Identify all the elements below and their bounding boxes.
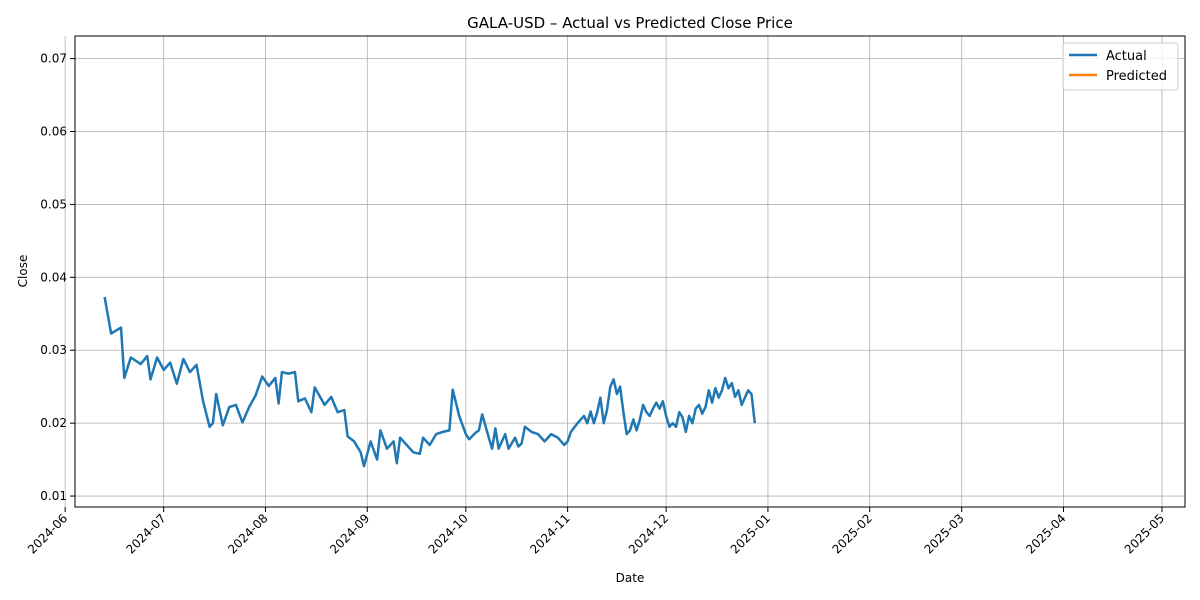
y-tick-label: 0.04 xyxy=(40,270,67,284)
x-axis-label: Date xyxy=(616,571,645,585)
series-layer xyxy=(103,296,757,468)
y-tick-label: 0.05 xyxy=(40,197,67,211)
y-axis: 0.01 0.02 0.03 0.04 0.05 0.06 0.07 xyxy=(40,52,75,503)
legend-label-predicted: Predicted xyxy=(1106,69,1167,84)
chart-title: GALA-USD – Actual vs Predicted Close Pri… xyxy=(467,14,793,32)
legend: Actual Predicted xyxy=(1062,42,1179,91)
series-line-actual xyxy=(103,296,757,468)
y-tick-label: 0.02 xyxy=(40,416,67,430)
y-tick-label: 0.03 xyxy=(40,343,67,357)
y-axis-label: Close xyxy=(16,255,30,288)
plot-frame xyxy=(74,35,1186,508)
y-tick-label: 0.06 xyxy=(40,125,67,139)
grid xyxy=(64,36,1185,507)
legend-label-actual: Actual xyxy=(1106,49,1147,64)
y-tick-label: 0.01 xyxy=(40,489,67,503)
plot-area xyxy=(75,36,1185,507)
y-tick-label: 0.07 xyxy=(40,52,67,66)
